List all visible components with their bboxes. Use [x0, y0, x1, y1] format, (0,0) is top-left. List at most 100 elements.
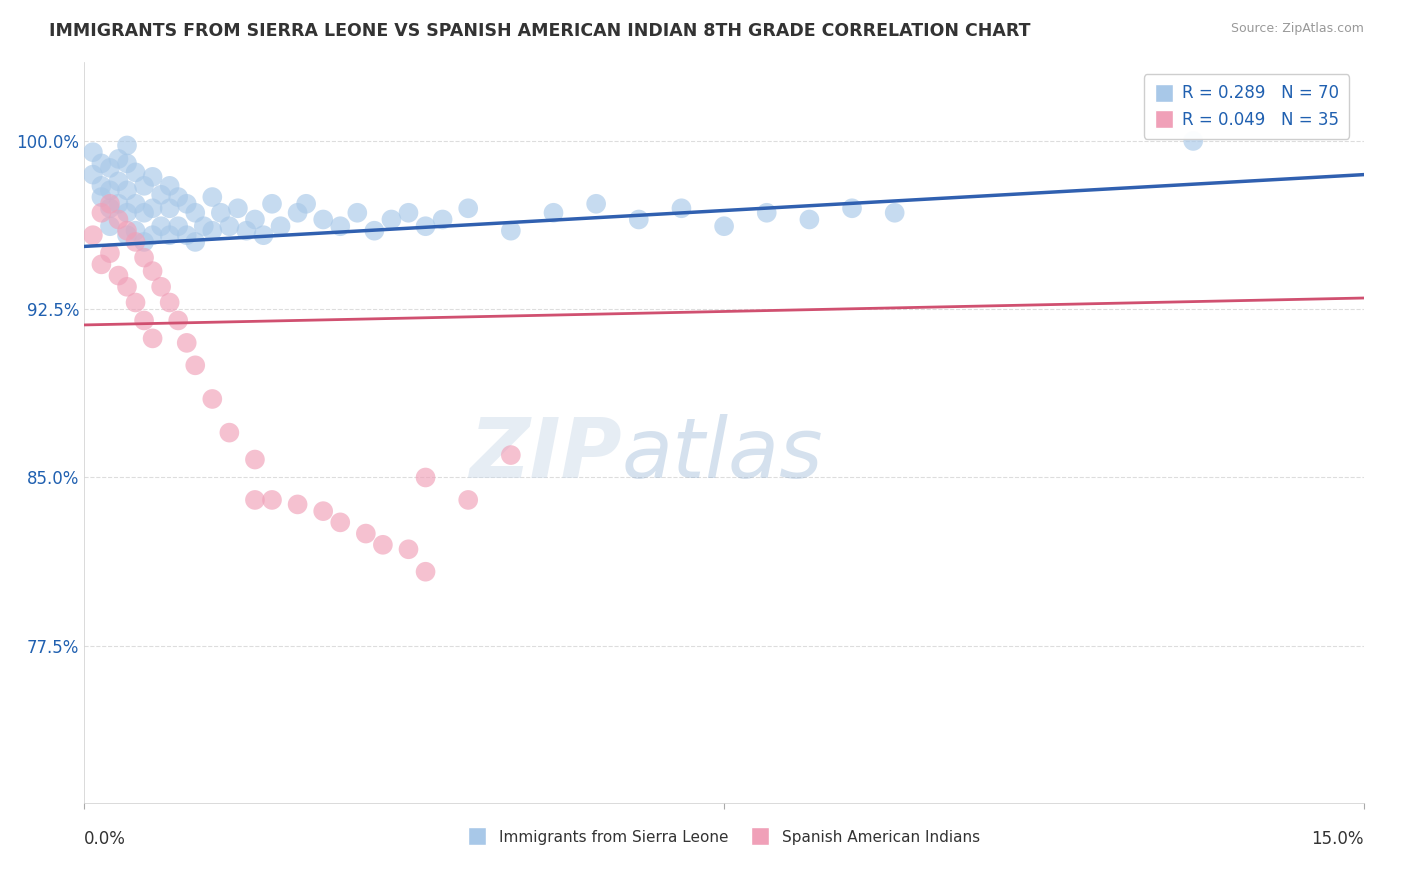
- Point: [218, 425, 240, 440]
- Point: [132, 178, 155, 193]
- Point: [167, 190, 190, 204]
- Point: [150, 280, 173, 294]
- Text: 0.0%: 0.0%: [84, 830, 127, 847]
- Point: [243, 212, 266, 227]
- Point: [150, 187, 173, 202]
- Point: [883, 206, 905, 220]
- Point: [90, 156, 112, 170]
- Point: [243, 452, 266, 467]
- Point: [260, 196, 283, 211]
- Point: [132, 206, 155, 220]
- Point: [270, 219, 292, 234]
- Point: [124, 165, 146, 179]
- Point: [543, 206, 565, 220]
- Point: [142, 201, 165, 215]
- Point: [142, 228, 165, 243]
- Point: [167, 219, 190, 234]
- Point: [201, 190, 224, 204]
- Point: [98, 161, 121, 175]
- Point: [115, 156, 138, 170]
- Point: [90, 178, 112, 193]
- Point: [132, 313, 155, 327]
- Point: [354, 526, 377, 541]
- Point: [201, 224, 224, 238]
- Point: [124, 196, 146, 211]
- Point: [755, 206, 778, 220]
- Point: [671, 201, 693, 215]
- Point: [398, 542, 420, 557]
- Point: [176, 335, 198, 350]
- Point: [115, 183, 138, 197]
- Point: [398, 206, 420, 220]
- Point: [107, 174, 129, 188]
- Point: [98, 246, 121, 260]
- Point: [142, 169, 165, 184]
- Point: [415, 470, 437, 484]
- Point: [499, 224, 522, 238]
- Point: [218, 219, 240, 234]
- Point: [329, 516, 352, 530]
- Point: [457, 492, 479, 507]
- Text: Source: ZipAtlas.com: Source: ZipAtlas.com: [1230, 22, 1364, 36]
- Point: [107, 212, 129, 227]
- Point: [142, 331, 165, 345]
- Point: [184, 359, 207, 373]
- Point: [150, 219, 173, 234]
- Point: [235, 224, 257, 238]
- Point: [90, 257, 112, 271]
- Point: [115, 224, 138, 238]
- Point: [1182, 134, 1205, 148]
- Point: [184, 235, 207, 249]
- Point: [107, 196, 129, 211]
- Point: [457, 201, 479, 215]
- Point: [380, 212, 402, 227]
- Point: [142, 264, 165, 278]
- Point: [82, 168, 104, 182]
- Point: [167, 313, 190, 327]
- Point: [115, 138, 138, 153]
- Point: [90, 190, 112, 204]
- Point: [312, 212, 335, 227]
- Point: [243, 492, 266, 507]
- Point: [132, 251, 155, 265]
- Point: [295, 196, 318, 211]
- Point: [209, 206, 232, 220]
- Point: [90, 206, 112, 220]
- Point: [124, 235, 146, 249]
- Legend: Immigrants from Sierra Leone, Spanish American Indians: Immigrants from Sierra Leone, Spanish Am…: [463, 823, 986, 851]
- Point: [82, 145, 104, 160]
- Point: [799, 212, 821, 227]
- Point: [841, 201, 863, 215]
- Text: 15.0%: 15.0%: [1312, 830, 1364, 847]
- Point: [98, 196, 121, 211]
- Text: ZIP: ZIP: [470, 414, 621, 495]
- Point: [260, 492, 283, 507]
- Point: [107, 152, 129, 166]
- Point: [115, 206, 138, 220]
- Point: [124, 295, 146, 310]
- Point: [585, 196, 607, 211]
- Point: [627, 212, 650, 227]
- Point: [201, 392, 224, 406]
- Point: [98, 183, 121, 197]
- Point: [329, 219, 352, 234]
- Point: [159, 228, 181, 243]
- Point: [252, 228, 274, 243]
- Point: [115, 280, 138, 294]
- Point: [226, 201, 249, 215]
- Point: [176, 228, 198, 243]
- Point: [346, 206, 368, 220]
- Point: [713, 219, 735, 234]
- Point: [499, 448, 522, 462]
- Point: [159, 178, 181, 193]
- Point: [432, 212, 454, 227]
- Point: [312, 504, 335, 518]
- Point: [98, 201, 121, 215]
- Point: [132, 235, 155, 249]
- Point: [371, 538, 394, 552]
- Point: [107, 268, 129, 283]
- Point: [115, 228, 138, 243]
- Point: [415, 565, 437, 579]
- Point: [287, 206, 309, 220]
- Point: [98, 219, 121, 234]
